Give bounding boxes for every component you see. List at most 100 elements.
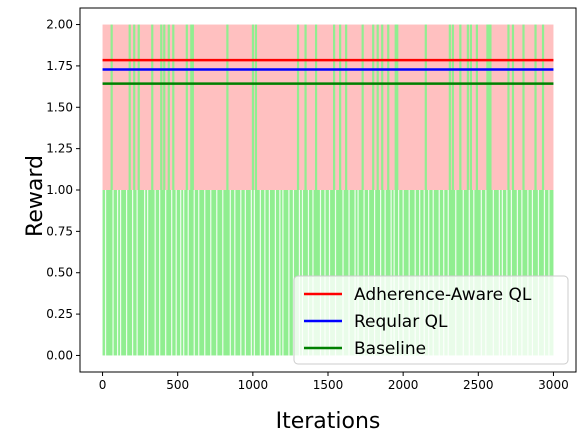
y-tick-label: 2.00 (46, 18, 73, 32)
band-gap (373, 190, 376, 356)
band-gap (367, 190, 370, 356)
band-gap (264, 190, 266, 356)
band-gap (301, 190, 304, 356)
band-spike (151, 24, 154, 190)
band-gap (468, 190, 470, 356)
band-gap (154, 190, 156, 356)
band-spike (339, 24, 342, 190)
band-gap (112, 190, 114, 356)
band-gap (537, 190, 540, 356)
band-spike (376, 24, 379, 190)
band-gap (210, 190, 212, 356)
band-gap (384, 190, 386, 356)
legend-label: Adherence-Aware QL (354, 285, 532, 305)
band-spike (459, 24, 462, 190)
band-gap (354, 190, 356, 356)
band-spike (486, 24, 489, 190)
band-spike (296, 24, 300, 190)
band-gap (165, 190, 167, 356)
band-gap (548, 190, 550, 356)
band-spike (487, 24, 491, 190)
band-gap (292, 190, 295, 356)
band-gap (193, 190, 195, 356)
x-tick-label: 1500 (313, 378, 344, 392)
axes: 0 500 1000 1500 2000 2500 3000 0.00 0.25 0.50 0.75… (46, 7, 577, 392)
band-gap (473, 190, 475, 356)
band-gap (342, 190, 344, 356)
y-tick-label: 1.50 (46, 100, 73, 114)
band-gap (419, 190, 421, 356)
x-tick-label: 2500 (463, 378, 494, 392)
band-gap (147, 190, 149, 356)
band-spike (522, 24, 525, 190)
band-spike (110, 24, 113, 190)
band-spike (185, 24, 188, 190)
band-gap (240, 190, 242, 356)
band-spike (466, 24, 469, 190)
band-gap (234, 190, 236, 356)
band-gap (216, 190, 218, 356)
band-gap (492, 190, 494, 356)
band-spike (489, 24, 492, 190)
band-spike (396, 24, 399, 190)
band-gap (543, 190, 546, 356)
band-spike (448, 24, 451, 190)
band-spike (424, 24, 427, 190)
band-gap (136, 190, 138, 356)
band-gap (334, 190, 337, 356)
band-gap (432, 190, 434, 356)
x-tick-label: 1000 (238, 378, 269, 392)
band-gap (116, 190, 119, 356)
band-spike (507, 24, 510, 190)
band-spike (541, 24, 545, 190)
band-gap (485, 190, 487, 356)
band-gap (253, 190, 255, 356)
band-spike (167, 24, 170, 190)
band-gap (428, 190, 430, 356)
band-spike (451, 24, 454, 190)
band-spike (304, 24, 307, 190)
y-tick-label: 0.50 (46, 266, 73, 280)
band-gap (175, 190, 177, 356)
band-gap (438, 190, 440, 356)
band-gap (312, 190, 314, 356)
band-gap (274, 190, 276, 356)
band-gap (510, 190, 512, 356)
x-tick-label: 0 (99, 378, 107, 392)
band-gap (480, 190, 482, 356)
band-spike (394, 24, 397, 190)
legend: Adherence-Aware QL Reqular QL Baseline (293, 275, 569, 365)
legend-label: Reqular QL (354, 312, 448, 332)
band-gap (183, 190, 185, 356)
band-gap (380, 190, 382, 356)
band-gap (390, 190, 392, 356)
y-tick-label: 0.25 (46, 307, 73, 321)
legend-label: Baseline (354, 339, 426, 359)
band-gap (125, 190, 128, 356)
band-spike (469, 24, 472, 190)
band-gap (328, 190, 331, 356)
band-gap (531, 190, 534, 356)
band-spike (160, 24, 163, 190)
band-upper (102, 24, 554, 190)
y-tick-label: 1.25 (46, 142, 73, 156)
band-gap (357, 190, 359, 356)
band-gap (204, 190, 206, 356)
band-gap (244, 190, 246, 356)
band-spike (333, 24, 336, 190)
band-gap (506, 190, 508, 356)
band-spike (314, 24, 318, 190)
band-gap (198, 190, 200, 356)
y-tick-label: 0.00 (46, 348, 73, 362)
band-gap (414, 190, 416, 356)
band-spike (128, 24, 131, 190)
band-gap (348, 190, 350, 356)
band-gap (288, 190, 290, 356)
band-gap (298, 190, 301, 356)
band-gap (498, 190, 500, 356)
band-gap (363, 190, 365, 356)
band-spike (137, 24, 140, 190)
band-gap (402, 190, 404, 356)
band-gap (282, 190, 284, 356)
